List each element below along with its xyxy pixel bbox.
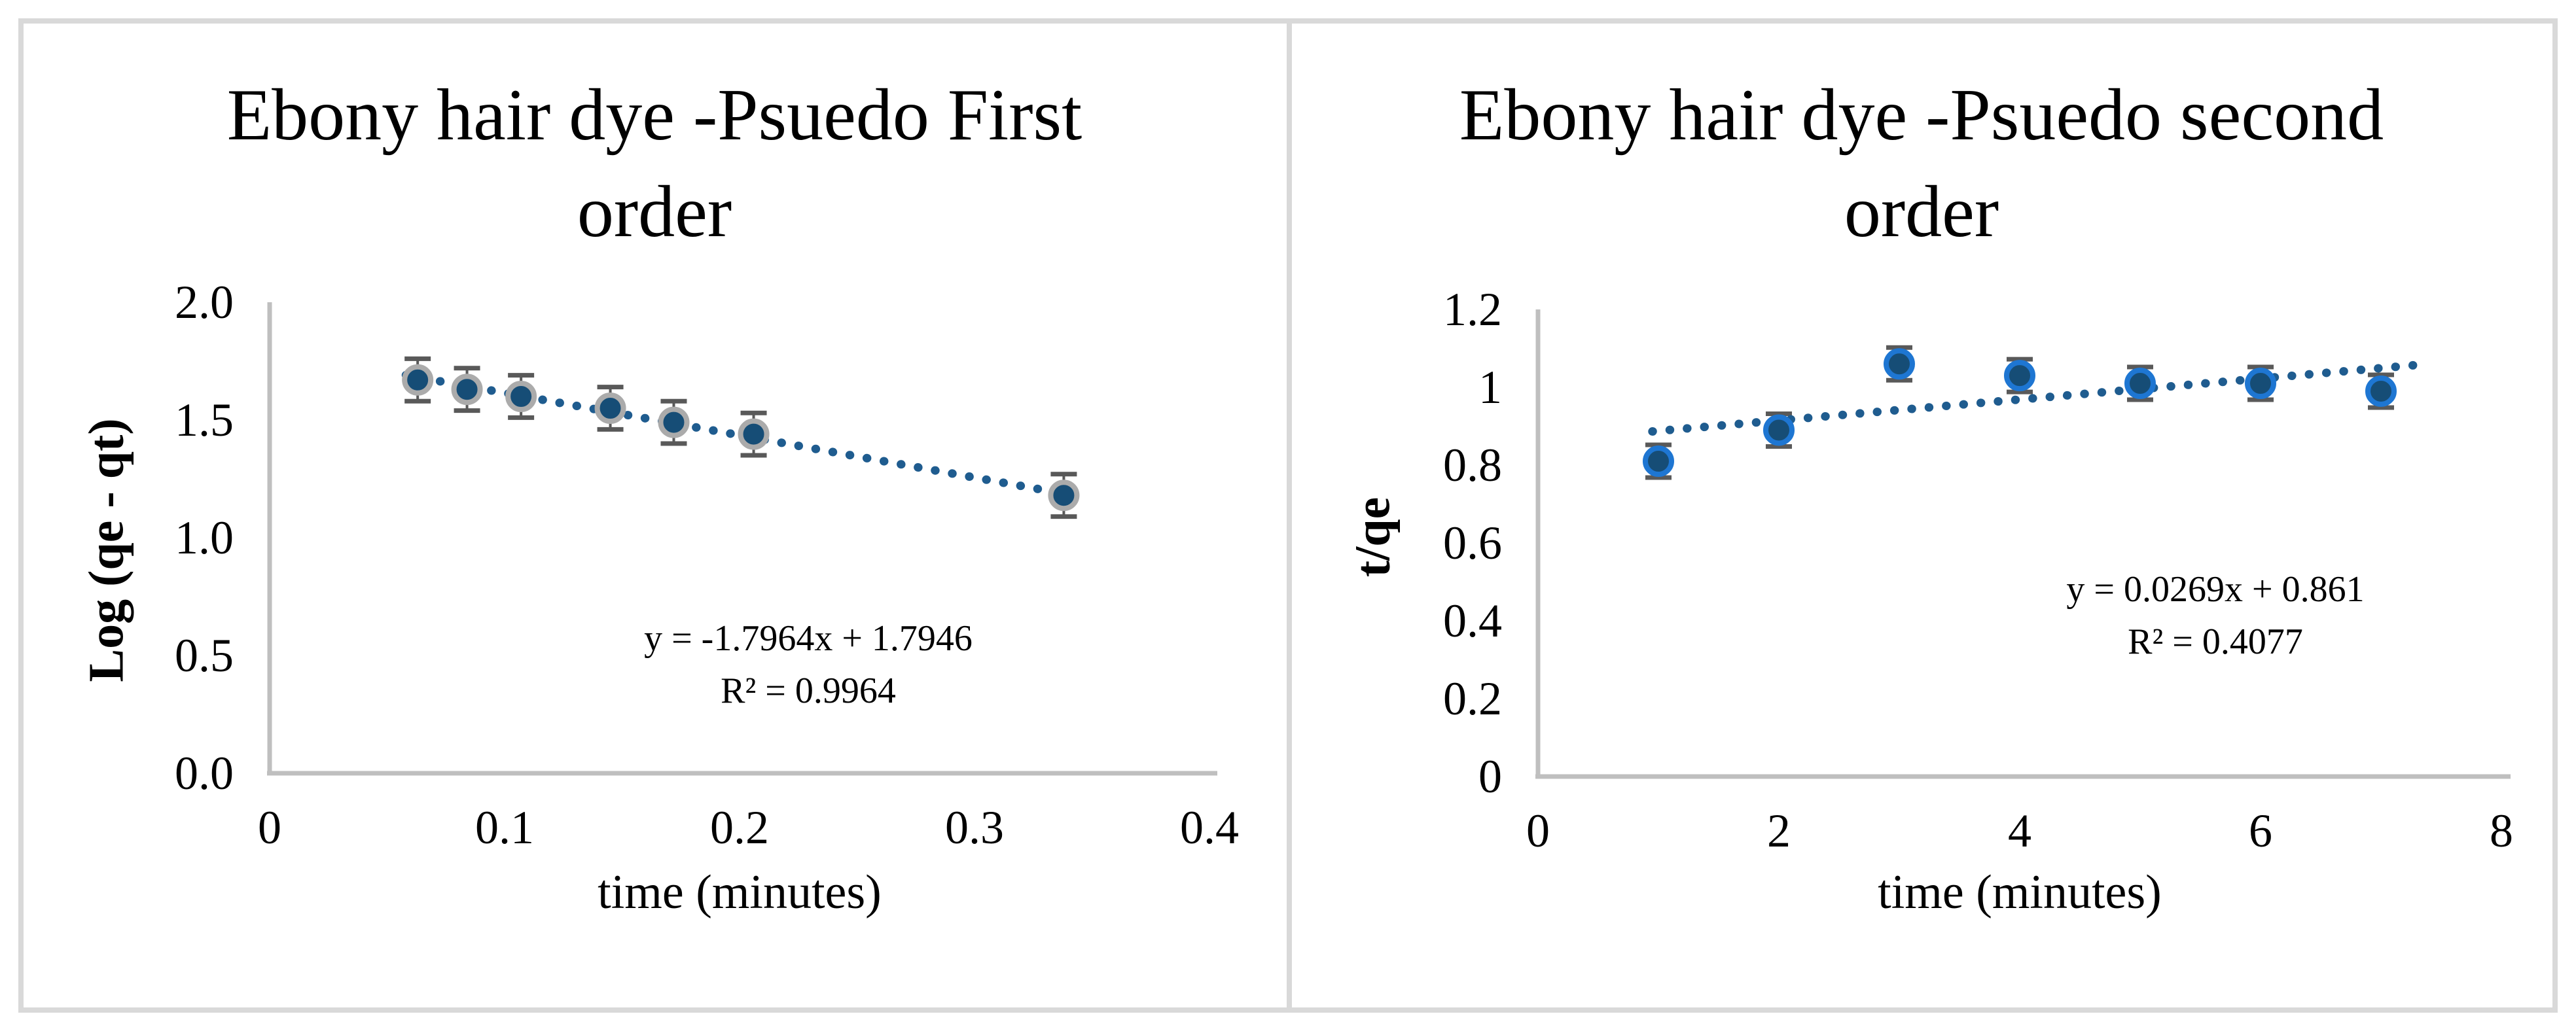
data-point-marker <box>1884 348 1915 380</box>
data-point-marker <box>1643 446 1674 478</box>
scatter-plot-pseudo-first-order <box>267 302 1217 776</box>
x-tick-label: 0 <box>1526 805 1550 857</box>
y-tick-label: 0.0 <box>175 747 234 799</box>
x-tick-label: 0.4 <box>1180 801 1239 854</box>
x-tick-label: 0 <box>258 801 281 854</box>
y-tick-label: 0.4 <box>1443 595 1502 647</box>
chart-title: Ebony hair dye -Psuedo second order <box>1292 67 2551 260</box>
trendline-dotted <box>1648 360 2422 436</box>
y-tick-label: 2.0 <box>175 276 234 328</box>
r-squared-value: R² = 0.4077 <box>2128 621 2303 662</box>
data-point-marker <box>1763 414 1795 446</box>
chart-title-line2: order <box>1844 171 1999 253</box>
x-axis-title: time (minutes) <box>1878 865 2162 919</box>
chart-title-line2: order <box>577 171 732 253</box>
x-tick-label: 2 <box>1767 805 1791 857</box>
chart-title-line1: Ebony hair dye -Psuedo second <box>1459 75 2384 156</box>
y-tick-label: 0.6 <box>1443 517 1502 569</box>
trendline-annotation: y = -1.7964x + 1.7946 R² = 0.9964 <box>514 612 1103 717</box>
panel-divider <box>1287 24 1292 1007</box>
x-tick-label: 4 <box>2008 805 2031 857</box>
x-tick-label: 0.1 <box>475 801 534 854</box>
data-point-marker <box>1048 480 1080 512</box>
data-point-marker <box>451 374 483 406</box>
data-point-marker <box>658 406 690 438</box>
x-tick-label: 0.3 <box>945 801 1004 854</box>
y-tick-label: 1.0 <box>175 512 234 564</box>
y-tick-label: 0 <box>1478 750 1502 803</box>
y-tick-label: 0.2 <box>1443 673 1502 725</box>
x-tick-label: 0.2 <box>710 801 769 854</box>
y-tick-label: 0.8 <box>1443 439 1502 491</box>
r-squared-value: R² = 0.9964 <box>721 671 896 711</box>
y-tick-label: 0.5 <box>175 629 234 682</box>
data-point-marker <box>2245 368 2276 400</box>
x-tick-label: 6 <box>2249 805 2272 857</box>
data-point-marker <box>738 418 770 450</box>
trendline-equation: y = -1.7964x + 1.7946 <box>644 618 973 659</box>
y-tick-label: 1.2 <box>1443 283 1502 336</box>
y-tick-label: 1.5 <box>175 394 234 446</box>
figure-border <box>18 18 2558 1013</box>
chart-panel-pseudo-second-order: Ebony hair dye -Psuedo second order t/qe… <box>1292 24 2551 1007</box>
chart-panel-pseudo-first-order: Ebony hair dye -Psuedo First order Log (… <box>24 24 1285 1007</box>
data-point-marker <box>402 364 434 396</box>
scatter-plot-pseudo-second-order <box>1535 309 2511 779</box>
x-axis-title: time (minutes) <box>598 865 882 919</box>
data-point-marker <box>2124 368 2156 400</box>
chart-title-line1: Ebony hair dye -Psuedo First <box>226 75 1082 156</box>
x-tick-label: 8 <box>2490 805 2513 857</box>
y-tick-label: 1 <box>1478 361 1502 413</box>
trendline-annotation: y = 0.0269x + 0.861 R² = 0.4077 <box>1921 563 2510 668</box>
data-point-marker <box>2004 360 2035 392</box>
chart-title: Ebony hair dye -Psuedo First order <box>24 67 1285 260</box>
data-point-marker <box>2365 375 2397 407</box>
data-point-marker <box>505 381 537 412</box>
trendline-equation: y = 0.0269x + 0.861 <box>2066 569 2365 610</box>
data-point-marker <box>594 393 626 424</box>
